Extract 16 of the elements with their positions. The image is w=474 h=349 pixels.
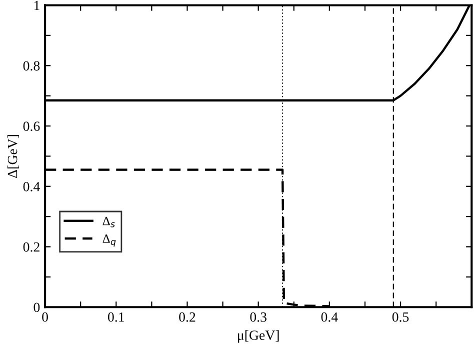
x-axis-title: μ[GeV] xyxy=(238,330,279,343)
y-tick-label: 1 xyxy=(34,0,40,10)
x-tick-label: 0.4 xyxy=(321,312,338,322)
x-tick-label: 0.5 xyxy=(392,312,409,322)
y-axis-title: Δ[GeV] xyxy=(7,135,19,178)
legend-label: Δ$_{q}$ xyxy=(102,234,116,247)
y-tick-label: 0 xyxy=(34,302,40,312)
y-tick-label: 0.4 xyxy=(23,182,40,192)
x-tick-label: 0.1 xyxy=(108,312,124,322)
x-tick-label: 0.2 xyxy=(179,312,196,322)
legend-label: Δ$_{s}$ xyxy=(102,216,115,228)
x-tick-label: 0.3 xyxy=(250,312,266,322)
y-tick-label: 0.6 xyxy=(23,122,40,132)
y-tick-label: 0.8 xyxy=(23,61,40,71)
y-tick-label: 0.2 xyxy=(23,242,40,252)
x-tick-label: 0 xyxy=(42,312,48,322)
